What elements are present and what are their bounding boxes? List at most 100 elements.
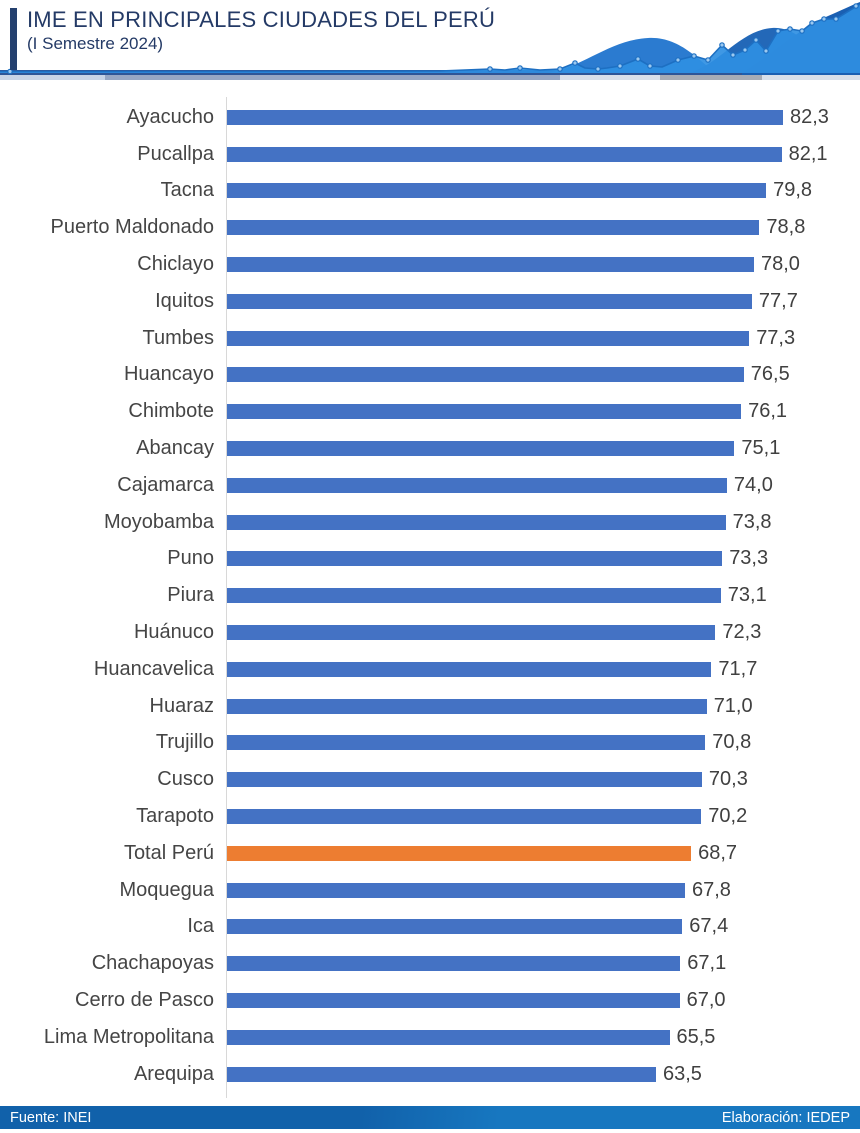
value-bar: [227, 845, 692, 861]
value-label: 70,8: [712, 731, 752, 754]
value-label: 65,5: [676, 1025, 716, 1048]
y-axis-line: [226, 97, 227, 1098]
value-bar: [227, 146, 782, 162]
value-label: 79,8: [773, 179, 813, 202]
bar-row: Ayacucho 82,3: [0, 99, 860, 136]
category-label: Piura: [167, 584, 214, 607]
bar-row: Tumbes 77,3: [0, 320, 860, 357]
category-label: Cajamarca: [117, 473, 214, 496]
bar-row: Lima Metropolitana 65,5: [0, 1019, 860, 1056]
bar-row: Ica 67,4: [0, 909, 860, 946]
bar-track: 70,2: [227, 805, 860, 828]
bar-track: 71,7: [227, 658, 860, 681]
bar-track: 67,0: [227, 989, 860, 1012]
category-label: Huaraz: [149, 694, 214, 717]
value-label: 76,5: [750, 363, 790, 386]
category-label: Arequipa: [133, 1062, 214, 1085]
bar-row: Trujillo 70,8: [0, 725, 860, 762]
bar-row: Puerto Maldonado 78,8: [0, 209, 860, 246]
bar-track: 67,4: [227, 915, 860, 938]
bar-row: Pucallpa 82,1: [0, 136, 860, 173]
value-label: 77,7: [758, 289, 798, 312]
category-label: Trujillo: [155, 731, 214, 754]
bar-track: 78,8: [227, 216, 860, 239]
header-sparkline-decoration: [0, 2, 860, 80]
value-label: 73,8: [732, 510, 772, 533]
bar-row: Chimbote 76,1: [0, 393, 860, 430]
value-bar: [227, 1066, 656, 1082]
category-label: Chachapoyas: [91, 952, 214, 975]
value-bar: [227, 183, 767, 199]
bar-track: 82,1: [227, 143, 860, 166]
bar-row: Arequipa 63,5: [0, 1056, 860, 1093]
value-label: 73,3: [729, 547, 769, 570]
category-label: Puerto Maldonado: [50, 216, 214, 239]
value-bar: [227, 993, 680, 1009]
value-label: 67,1: [687, 952, 727, 975]
category-label: Moquegua: [119, 878, 214, 901]
chart-title: IME EN PRINCIPALES CIUDADES DEL PERÚ: [27, 7, 496, 32]
bar-track: 73,3: [227, 547, 860, 570]
value-bar: [227, 514, 726, 530]
category-label: Tarapoto: [136, 805, 214, 828]
value-bar: [227, 588, 721, 604]
value-bar: [227, 919, 683, 935]
category-label: Cusco: [157, 768, 214, 791]
category-label: Chiclayo: [137, 253, 214, 276]
value-label: 70,2: [708, 805, 748, 828]
bar-row: Moquegua 67,8: [0, 872, 860, 909]
value-label: 82,3: [790, 105, 829, 128]
bar-row: Huancavelica 71,7: [0, 651, 860, 688]
bar-track: 68,7: [227, 842, 860, 865]
bar-track: 70,8: [227, 731, 860, 754]
value-label: 76,1: [748, 400, 788, 423]
bar-row: Tarapoto 70,2: [0, 798, 860, 835]
category-label: Huancavelica: [93, 657, 214, 680]
value-label: 77,3: [756, 326, 796, 349]
bar-track: 76,5: [227, 363, 860, 386]
value-label: 75,1: [741, 437, 781, 460]
value-label: 71,0: [713, 694, 753, 717]
bar-track: 67,8: [227, 879, 860, 902]
value-label: 71,7: [718, 657, 758, 680]
value-bar: [227, 404, 742, 420]
category-label: Cerro de Pasco: [75, 989, 214, 1012]
bar-row: Huánuco 72,3: [0, 614, 860, 651]
value-label: 67,4: [689, 915, 729, 938]
value-label: 68,7: [698, 841, 738, 864]
bar-track: 74,0: [227, 474, 860, 497]
bar-track: 73,8: [227, 511, 860, 534]
bar-row: Cusco 70,3: [0, 761, 860, 798]
bar-track: 65,5: [227, 1026, 860, 1049]
category-label: Chimbote: [128, 400, 214, 423]
category-label: Total Perú: [123, 841, 214, 864]
bar-row: Total Perú 68,7: [0, 835, 860, 872]
category-label: Tumbes: [142, 326, 214, 349]
bar-row: Puno 73,3: [0, 541, 860, 578]
value-bar: [227, 772, 702, 788]
value-bar: [227, 551, 723, 567]
value-bar: [227, 882, 685, 898]
value-bar: [227, 477, 727, 493]
bar-track: 75,1: [227, 437, 860, 460]
category-label: Lima Metropolitana: [43, 1025, 214, 1048]
bar-track: 79,8: [227, 179, 860, 202]
value-bar: [227, 809, 702, 825]
value-label: 67,0: [686, 989, 726, 1012]
bar-track: 73,1: [227, 584, 860, 607]
value-bar: [227, 257, 754, 273]
value-label: 78,8: [766, 216, 806, 239]
bar-row: Piura 73,1: [0, 577, 860, 614]
bar-track: 78,0: [227, 253, 860, 276]
bar-track: 77,7: [227, 290, 860, 313]
value-label: 70,3: [708, 768, 748, 791]
value-label: 74,0: [733, 473, 773, 496]
elaboration-label: Elaboración: IEDEP: [721, 1109, 850, 1126]
value-bar: [227, 441, 735, 457]
bar-row: Chachapoyas 67,1: [0, 945, 860, 982]
value-bar: [227, 956, 681, 972]
bar-track: 63,5: [227, 1063, 860, 1086]
category-label: Pucallpa: [137, 142, 214, 165]
value-bar: [227, 625, 716, 641]
